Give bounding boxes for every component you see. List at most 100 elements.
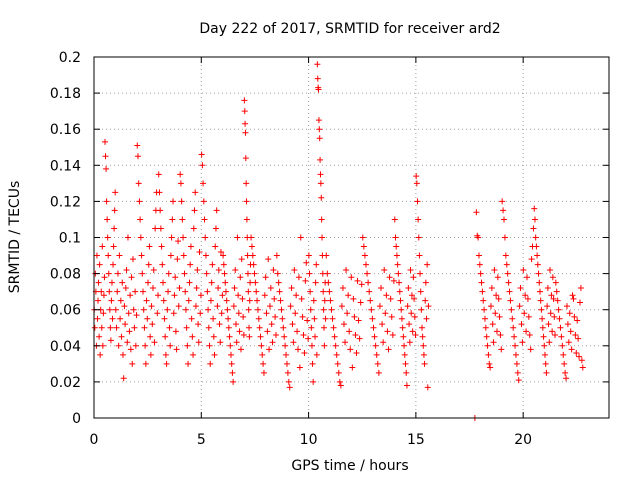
data-point	[274, 270, 281, 277]
data-point	[189, 333, 196, 340]
x-tick-label: 5	[197, 432, 206, 448]
data-point	[389, 331, 396, 338]
data-point	[531, 205, 538, 212]
data-point	[115, 342, 122, 349]
data-point	[212, 225, 219, 232]
data-point	[106, 288, 113, 295]
data-point	[103, 198, 110, 205]
data-point	[479, 288, 486, 295]
data-point	[299, 313, 306, 320]
data-point	[286, 384, 293, 391]
data-point	[316, 135, 323, 142]
data-point	[177, 171, 184, 178]
data-point	[222, 288, 229, 295]
data-point	[239, 295, 246, 302]
data-point	[201, 216, 208, 223]
data-point	[250, 261, 257, 268]
data-point	[119, 279, 126, 286]
data-point	[424, 384, 431, 391]
data-point	[503, 261, 510, 268]
data-point	[328, 306, 335, 313]
data-point	[349, 364, 356, 371]
data-point	[485, 351, 492, 358]
data-point	[499, 198, 506, 205]
data-point	[425, 303, 432, 310]
data-point	[211, 351, 218, 358]
data-point	[414, 198, 421, 205]
data-point	[281, 333, 288, 340]
data-point	[177, 180, 184, 187]
data-point	[408, 292, 415, 299]
data-point	[93, 252, 100, 259]
data-point	[495, 295, 502, 302]
data-point	[283, 360, 290, 367]
x-tick-label: 0	[90, 432, 99, 448]
y-tick-label: 0.02	[50, 375, 81, 391]
x-tick-label: 10	[300, 432, 318, 448]
data-point	[162, 333, 169, 340]
data-point	[179, 216, 186, 223]
data-point	[272, 313, 279, 320]
data-point	[315, 86, 322, 93]
data-point	[193, 285, 200, 292]
data-point	[195, 321, 202, 328]
data-point	[483, 333, 490, 340]
data-point	[172, 274, 179, 281]
data-point	[129, 256, 136, 263]
data-point	[181, 270, 188, 277]
data-point	[101, 138, 108, 145]
data-point	[246, 324, 253, 331]
data-point	[565, 339, 572, 346]
data-point	[146, 243, 153, 250]
data-point	[246, 297, 253, 304]
data-point	[213, 207, 220, 214]
data-point	[215, 266, 222, 273]
data-point	[114, 288, 121, 295]
data-point	[387, 295, 394, 302]
data-point	[551, 331, 558, 338]
data-point	[314, 61, 321, 68]
data-point	[284, 369, 291, 376]
data-point	[329, 315, 336, 322]
data-point	[477, 270, 484, 277]
data-point	[392, 234, 399, 241]
data-point	[368, 306, 375, 313]
data-point	[167, 252, 174, 259]
data-point	[245, 306, 252, 313]
data-point	[151, 339, 158, 346]
data-point	[563, 303, 570, 310]
data-point	[124, 339, 131, 346]
data-point	[374, 360, 381, 367]
data-point	[260, 369, 267, 376]
data-point	[412, 331, 419, 338]
data-point	[578, 357, 585, 364]
data-point	[125, 310, 132, 317]
data-point	[423, 315, 430, 322]
data-point	[235, 310, 242, 317]
data-point	[559, 342, 566, 349]
data-point	[570, 295, 577, 302]
data-point	[301, 350, 308, 357]
data-point	[411, 295, 418, 302]
data-point	[246, 333, 253, 340]
data-point	[217, 339, 224, 346]
data-point	[305, 335, 312, 342]
data-point	[478, 279, 485, 286]
data-point	[351, 313, 358, 320]
data-point	[408, 310, 415, 317]
y-tick-labels: 0 0.02 0.04 0.06 0.08 0.1 0.12 0.14 0.16 0.18 0.2	[50, 50, 81, 427]
data-point	[118, 333, 125, 340]
data-point	[164, 306, 171, 313]
data-point	[103, 165, 110, 172]
data-point	[160, 297, 167, 304]
data-point	[312, 333, 319, 340]
data-point	[550, 295, 557, 302]
data-point	[339, 285, 346, 292]
data-point	[233, 339, 240, 346]
data-point	[534, 261, 541, 268]
data-point	[158, 243, 165, 250]
data-point	[276, 288, 283, 295]
data-point	[546, 266, 553, 273]
data-point	[178, 198, 185, 205]
data-point	[317, 180, 324, 187]
